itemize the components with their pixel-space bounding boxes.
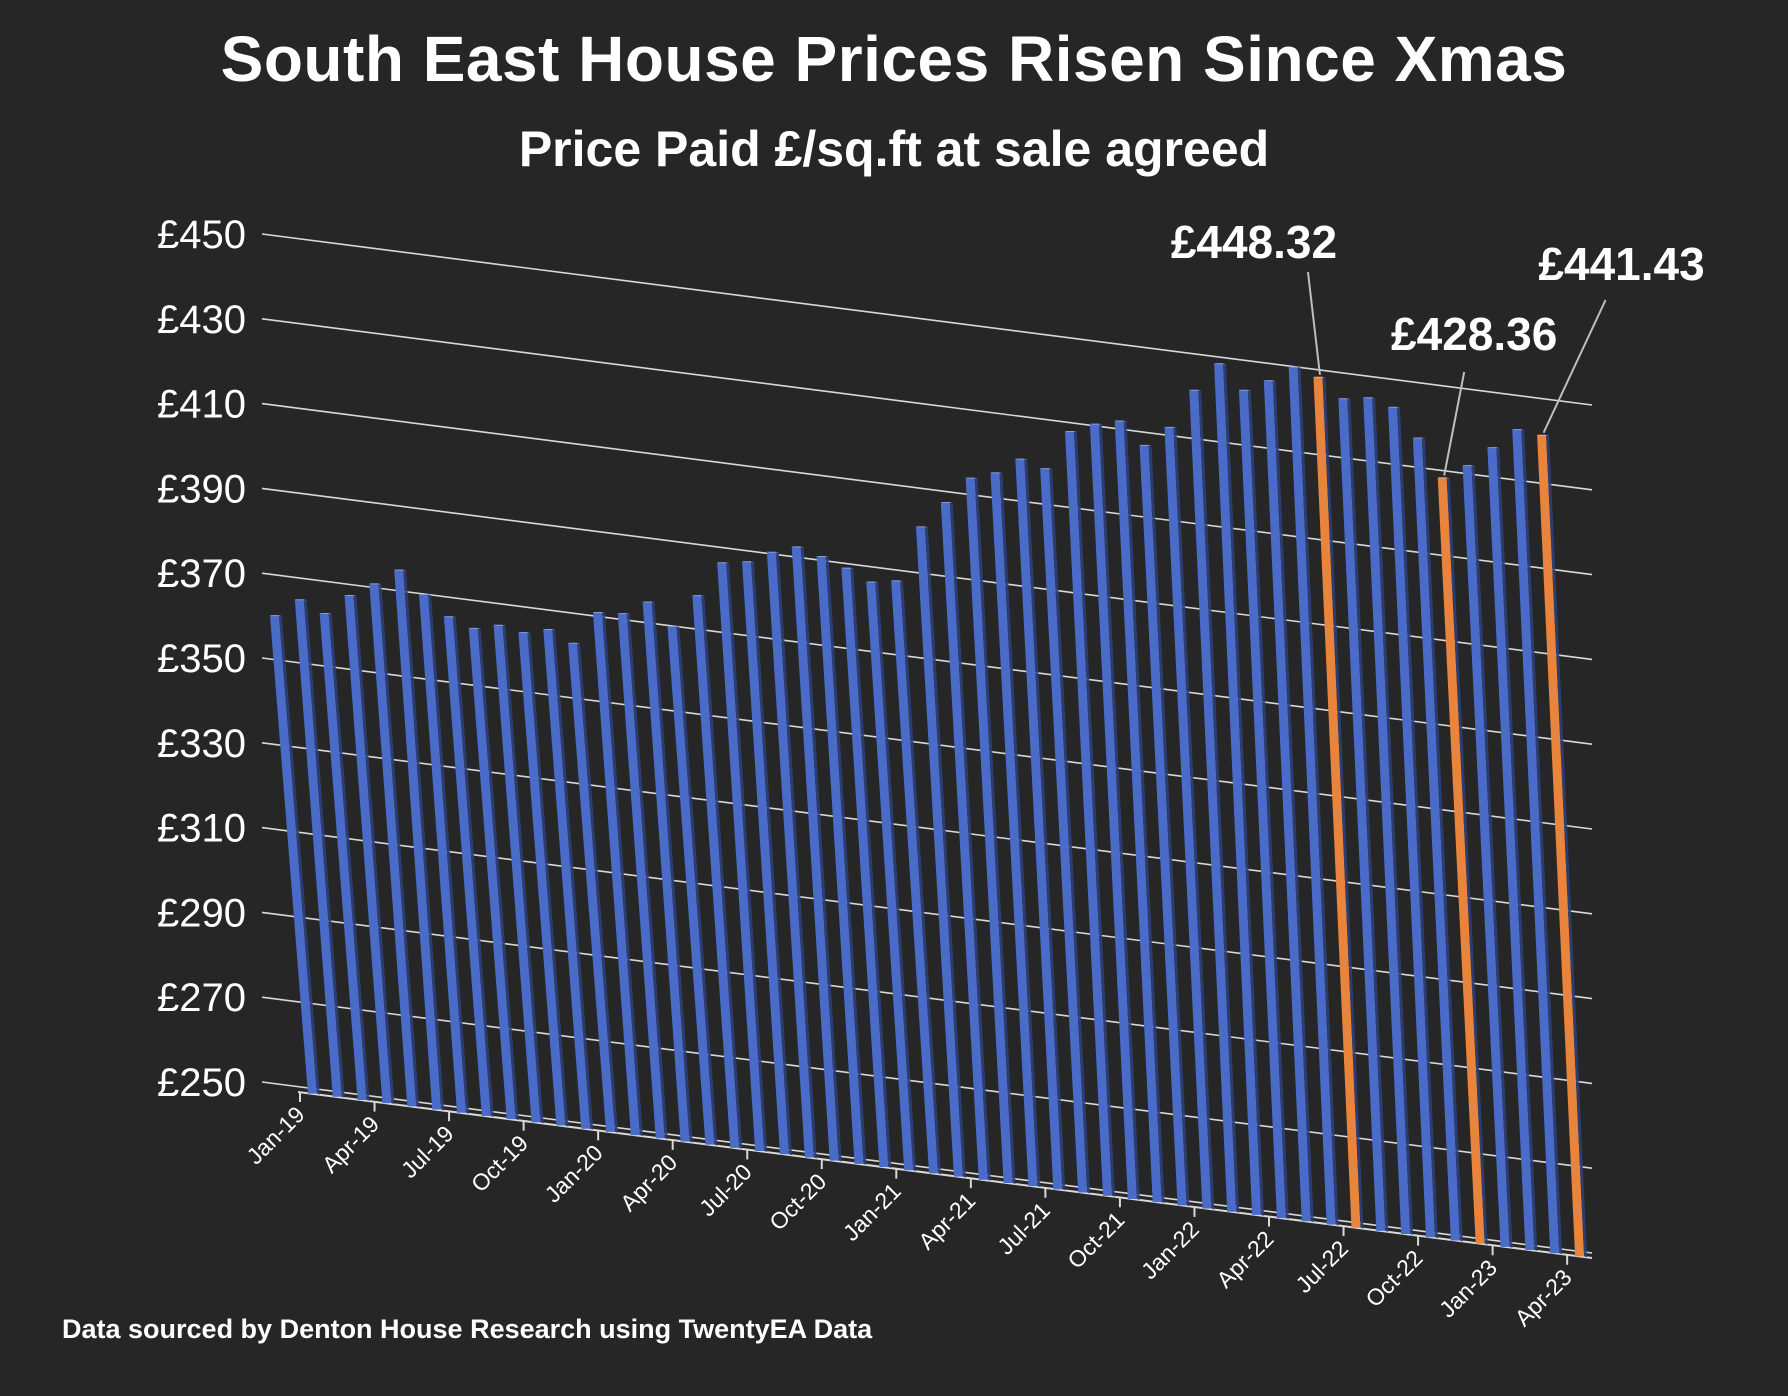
x-tick-label: Jul-21 — [992, 1197, 1055, 1260]
bar — [915, 526, 966, 1178]
source-note: Data sourced by Denton House Research us… — [62, 1314, 873, 1344]
y-tick-label: £450 — [157, 213, 246, 257]
bar — [1114, 420, 1165, 1204]
chart-title: South East House Prices Risen Since Xmas — [220, 23, 1568, 95]
bar-highlighted — [1437, 477, 1488, 1245]
bar — [1288, 366, 1339, 1226]
bar — [1462, 465, 1513, 1248]
bar — [1388, 406, 1438, 1239]
bar — [866, 581, 917, 1172]
y-tick-label: £410 — [157, 383, 246, 427]
bar — [1164, 426, 1215, 1210]
y-tick-label: £290 — [157, 891, 246, 935]
bar — [1214, 363, 1265, 1216]
x-tick-label: Oct-22 — [1360, 1245, 1427, 1312]
bar — [1065, 431, 1115, 1197]
data-label-leader — [1443, 371, 1466, 476]
data-label: £428.36 — [1391, 308, 1557, 360]
bar — [766, 551, 817, 1159]
x-tick-label: Jan-19 — [241, 1101, 309, 1169]
x-tick-label: Jan-23 — [1434, 1254, 1502, 1322]
bar — [1089, 423, 1140, 1200]
bar — [692, 595, 743, 1149]
y-tick-label: £350 — [157, 637, 246, 681]
bar — [617, 613, 668, 1140]
bar — [369, 583, 420, 1108]
bar — [419, 593, 469, 1114]
bar — [642, 601, 693, 1143]
bar — [1189, 389, 1240, 1213]
bar — [568, 642, 619, 1133]
bar — [965, 477, 1016, 1184]
bar — [717, 562, 768, 1153]
x-tick-label: Jan-20 — [540, 1139, 608, 1207]
bar — [940, 501, 991, 1181]
bar — [742, 561, 792, 1156]
bar — [269, 615, 320, 1095]
bar — [1015, 458, 1066, 1191]
chart-subtitle: Price Paid £/sq.ft at sale agreed — [518, 121, 1270, 177]
x-tick-label: Oct-21 — [1062, 1206, 1129, 1273]
bar — [1412, 437, 1463, 1242]
bar — [592, 612, 643, 1137]
x-tick-label: Jul-20 — [694, 1159, 757, 1222]
y-tick-label: £390 — [157, 467, 246, 511]
x-tick-label: Apr-23 — [1509, 1264, 1576, 1331]
bar — [1263, 380, 1314, 1223]
bar — [667, 625, 718, 1146]
gridline — [261, 233, 1593, 406]
x-tick-label: Apr-20 — [615, 1149, 682, 1216]
x-tick-label: Jul-19 — [396, 1120, 459, 1183]
data-label-leader — [1306, 271, 1321, 375]
x-tick-label: Oct-20 — [764, 1168, 831, 1235]
bar — [1512, 429, 1563, 1255]
bar — [493, 624, 544, 1124]
bar — [791, 546, 842, 1162]
bar — [319, 612, 370, 1101]
bar — [543, 628, 594, 1130]
x-tick-label: Apr-19 — [317, 1111, 384, 1178]
bar — [1040, 468, 1091, 1194]
x-tick-label: Jan-21 — [838, 1178, 906, 1246]
bar — [394, 569, 445, 1111]
y-tick-label: £270 — [157, 976, 246, 1020]
y-tick-label: £250 — [157, 1061, 246, 1105]
bar — [990, 472, 1041, 1188]
x-tick-label: Jan-22 — [1136, 1216, 1204, 1284]
data-label: £448.32 — [1171, 216, 1337, 268]
y-tick-label: £430 — [157, 298, 246, 342]
bar — [1363, 397, 1414, 1236]
bar-highlighted — [1537, 434, 1588, 1258]
bar — [841, 567, 892, 1169]
data-label: £441.43 — [1538, 238, 1704, 290]
x-tick-label: Oct-19 — [466, 1130, 533, 1197]
bar — [518, 632, 569, 1127]
bar — [443, 616, 494, 1117]
y-tick-label: £330 — [157, 722, 246, 766]
x-tick-label: Apr-22 — [1211, 1226, 1278, 1293]
y-tick-label: £310 — [157, 807, 246, 851]
y-tick-label: £370 — [157, 552, 246, 596]
bar-highlighted — [1313, 376, 1364, 1229]
bar — [1139, 444, 1190, 1207]
bar — [1338, 398, 1389, 1232]
bar — [468, 627, 519, 1121]
bar — [1487, 447, 1538, 1252]
bar — [344, 594, 395, 1105]
data-label-leader — [1542, 299, 1607, 434]
bar — [294, 599, 345, 1098]
x-tick-label: Jul-22 — [1290, 1235, 1353, 1298]
bar — [891, 580, 942, 1175]
bar — [816, 555, 867, 1165]
bar — [1238, 389, 1289, 1220]
x-tick-label: Apr-21 — [913, 1187, 980, 1254]
